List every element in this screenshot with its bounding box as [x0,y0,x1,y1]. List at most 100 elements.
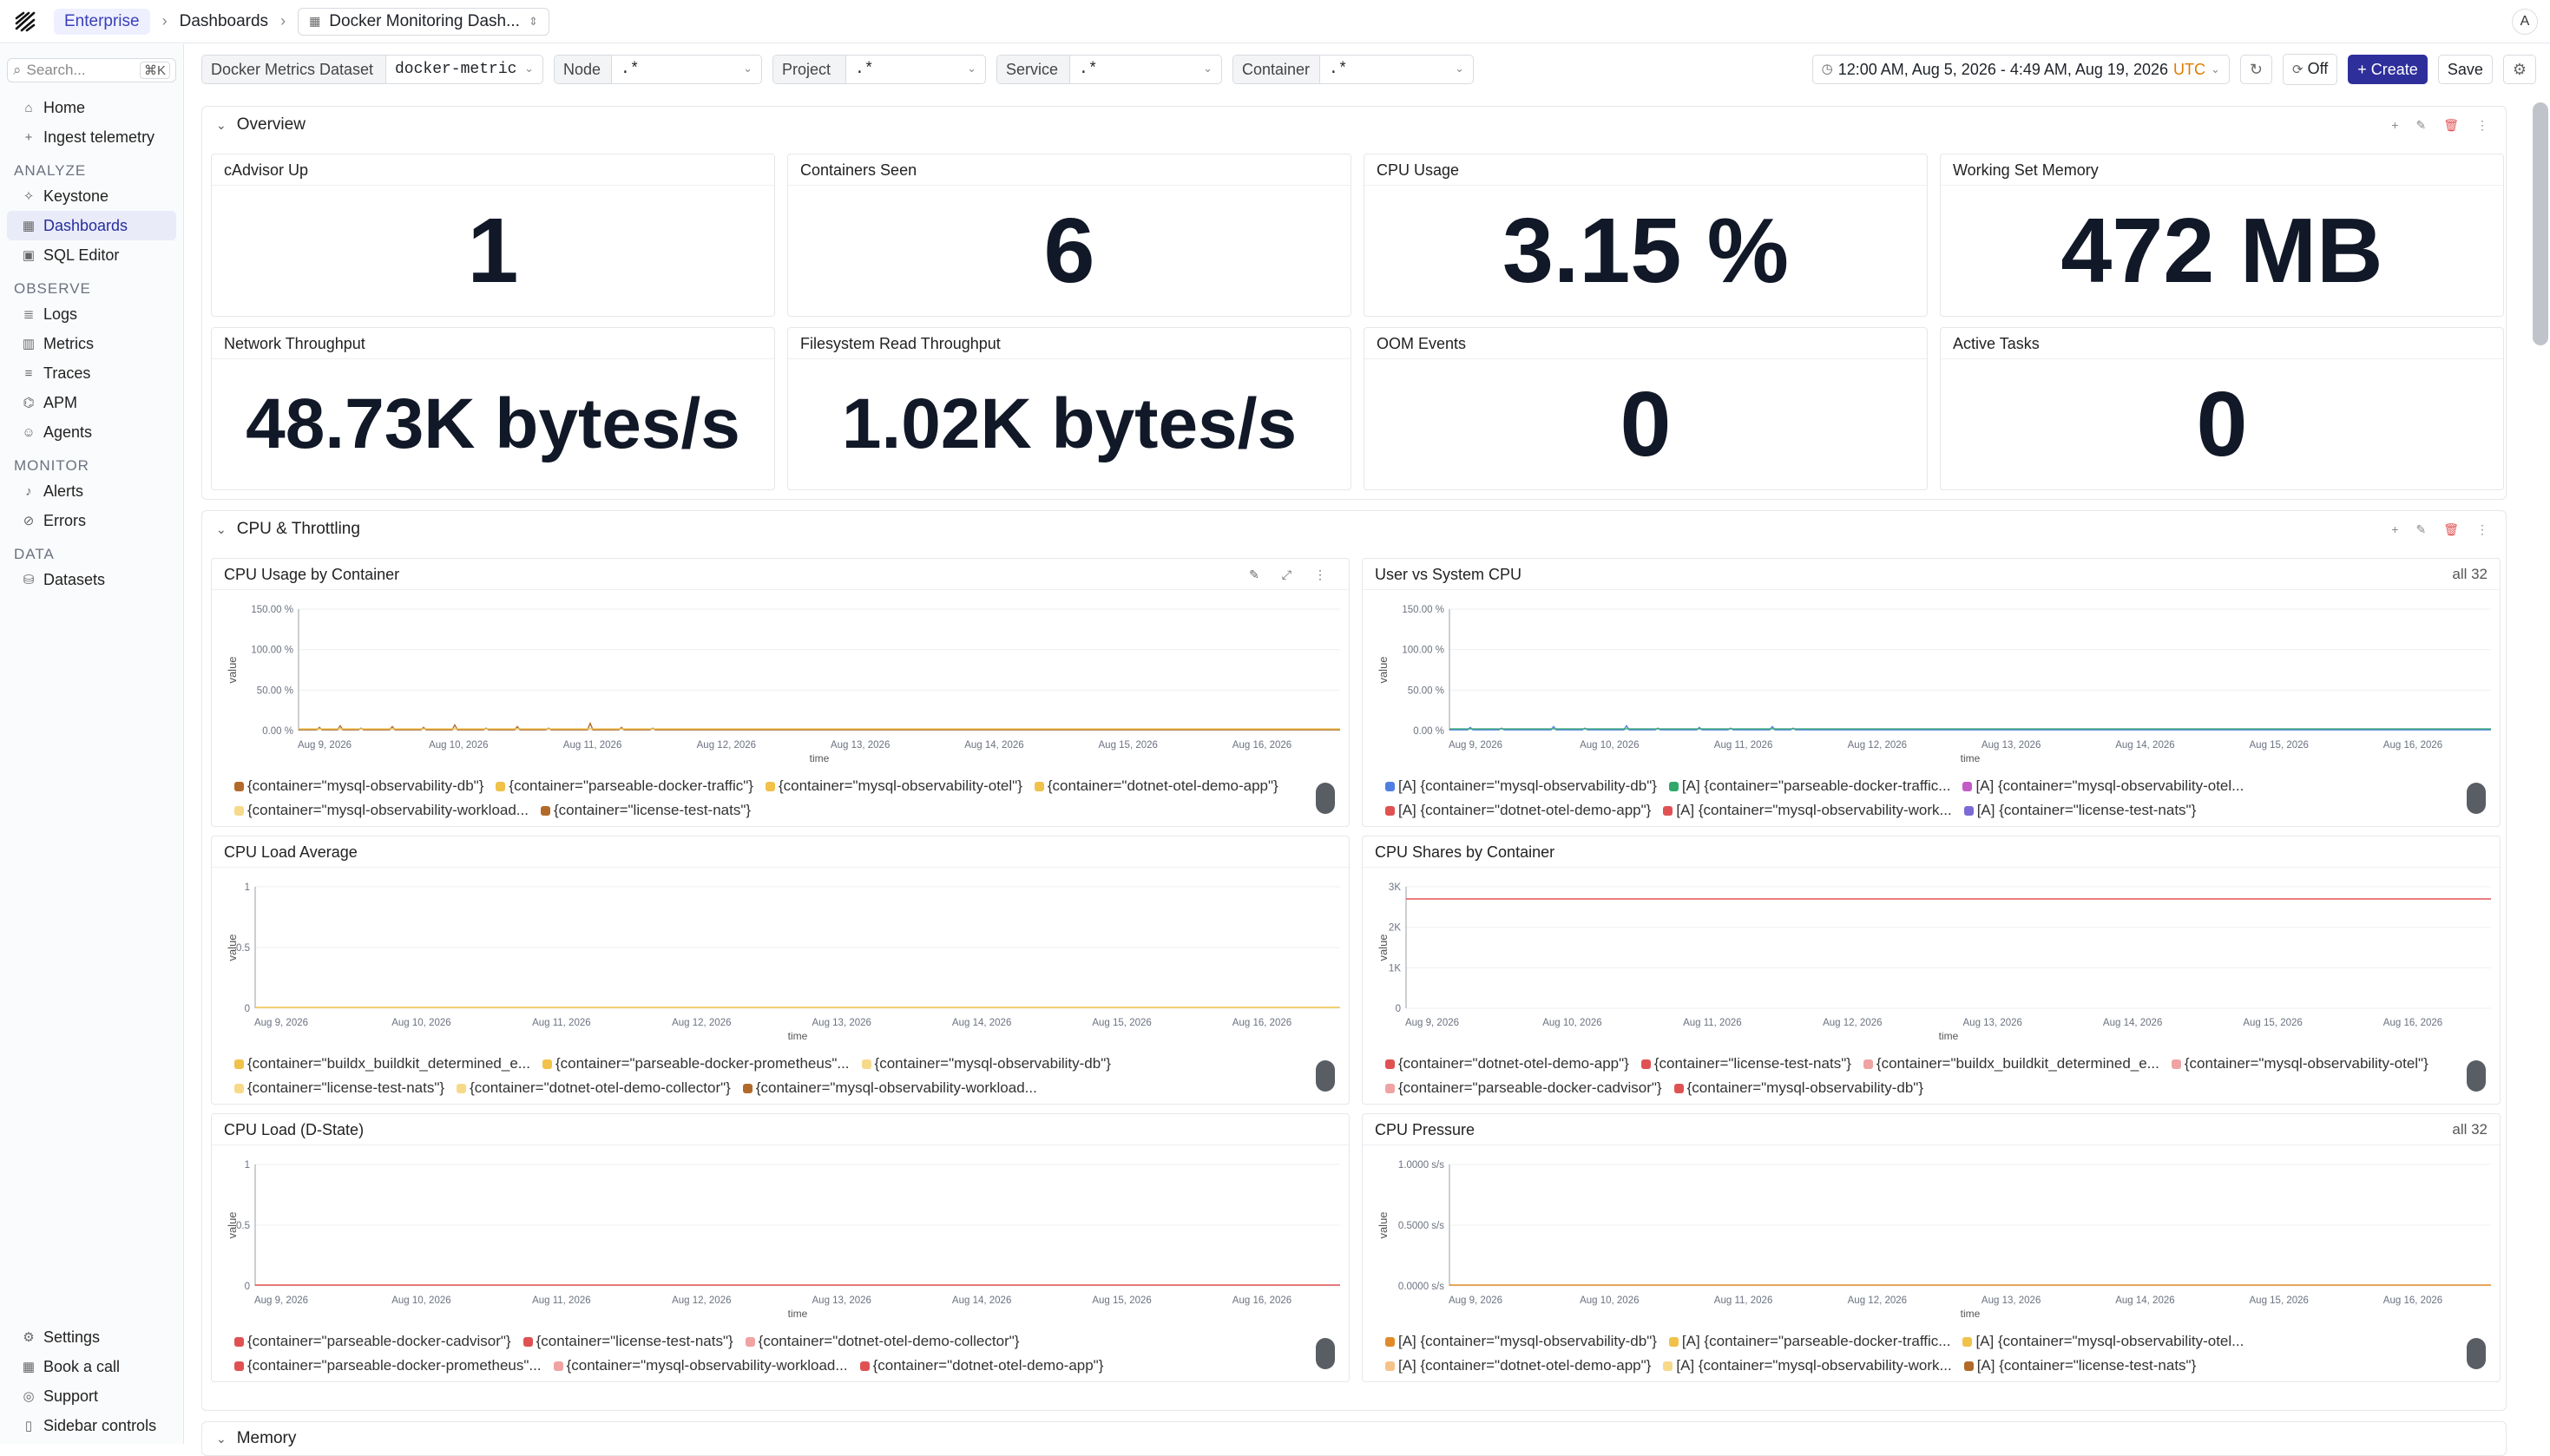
sidebar-item-logs[interactable]: ≣ Logs [7,299,176,329]
filter-service[interactable]: Service .* ⌄ [996,55,1222,84]
avatar[interactable]: A [2512,9,2538,35]
legend-item[interactable]: {container="dotnet-otel-demo-collector"} [457,1076,731,1099]
logo-icon[interactable] [14,10,36,33]
expand-icon[interactable]: ⤢ [1281,567,1291,581]
more-icon[interactable]: ⋮ [1314,567,1326,581]
chart-panel[interactable]: CPU Load Average value 1 0.5 0 Aug 9, 2026 Aug… [211,836,1350,1105]
legend-item[interactable]: [A] {container="dotnet-otel-demo-app"} [1385,1354,1651,1376]
filter-value[interactable]: .* ⌄ [846,56,985,83]
sidebar-item-support[interactable]: ◎ Support [7,1381,177,1411]
legend-item[interactable]: {container="mysql-observability-otel"} [2171,1052,2428,1076]
series-count[interactable]: all 32 [2452,566,2488,582]
legend-scrollbar[interactable] [1316,1060,1335,1092]
drag-handle-icon[interactable]: ⋮ [2476,117,2488,132]
legend-item[interactable]: [A] {container="mysql-observability-db"} [1385,1329,1657,1354]
sidebar-item-keystone[interactable]: ✧ Keystone [7,181,176,211]
sidebar-item-ingest-telemetry[interactable]: + Ingest telemetry [7,122,176,152]
legend-item[interactable]: [A] {container="parseable-docker-traffic… [1668,1329,1950,1354]
legend-item[interactable]: {container="mysql-observability-otel"} [765,774,1022,798]
legend-item[interactable]: {container="license-test-nats"} [540,798,751,821]
legend-item[interactable]: {container="mysql-observability-workload… [553,1354,848,1376]
legend-item[interactable]: {container="buildx_buildkit_determined_e… [234,1052,530,1076]
sidebar-item-book-a-call[interactable]: ▦ Book a call [7,1352,177,1381]
legend-item[interactable]: [A] {container="mysql-observability-work… [1663,1354,1952,1376]
legend-item[interactable]: {container="license-test-nats"} [234,1076,444,1099]
breadcrumb-enterprise[interactable]: Enterprise [54,8,150,35]
sidebar-item-datasets[interactable]: ⛁ Datasets [7,565,176,594]
legend-item[interactable]: {container="mysql-observability-db"} [234,774,483,798]
legend-scrollbar[interactable] [2467,1338,2486,1369]
sidebar-item-apm[interactable]: ⌬ APM [7,388,176,417]
page-scrollbar[interactable] [2533,102,2548,345]
filter-value[interactable]: .* ⌄ [1320,56,1473,83]
filter-docker-metrics-dataset[interactable]: Docker Metrics Dataset docker-metric ⌄ [201,55,543,84]
legend-item[interactable]: {container="parseable-docker-traffic"} [496,774,753,798]
legend-item[interactable]: {container="dotnet-otel-demo-app"} [859,1354,1103,1376]
settings-button[interactable]: ⚙ [2502,55,2536,84]
legend-scrollbar[interactable] [2467,1060,2486,1092]
sidebar-item-alerts[interactable]: ♪ Alerts [7,476,176,506]
stat-tile[interactable]: CPU Usage 3.15 % [1364,154,1928,317]
stat-tile[interactable]: OOM Events 0 [1364,327,1928,490]
filter-project[interactable]: Project .* ⌄ [772,55,986,84]
legend-item[interactable]: {container="mysql-observability-workload… [742,1076,1037,1099]
sidebar-item-traces[interactable]: ≡ Traces [7,358,176,388]
save-button[interactable]: Save [2437,55,2493,84]
delete-icon[interactable]: 🗑 [2443,117,2459,132]
filter-value[interactable]: docker-metric ⌄ [386,56,542,83]
chevron-down-icon[interactable]: ⌄ [216,117,227,132]
section-header[interactable]: ⌄ CPU & Throttling + ✎ 🗑 ⋮ [202,511,2506,548]
sidebar-item-sidebar-controls[interactable]: ▯ Sidebar controls [7,1411,177,1440]
sidebar-item-dashboards[interactable]: ▦ Dashboards [7,211,176,240]
legend-item[interactable]: [A] {container="mysql-observability-otel… [1962,774,2244,798]
stat-tile[interactable]: cAdvisor Up 1 [211,154,775,317]
edit-icon[interactable]: ✎ [2415,521,2427,536]
legend-item[interactable]: {container="parseable-docker-cadvisor"} [1385,1076,1662,1099]
chart-panel[interactable]: CPU Shares by Container value 3K 2K 1K 0 Aug 9… [1362,836,2501,1105]
stat-tile[interactable]: Containers Seen 6 [787,154,1351,317]
drag-handle-icon[interactable]: ⋮ [2476,521,2488,536]
legend-item[interactable]: {container="dotnet-otel-demo-collector"} [745,1329,1019,1354]
legend-item[interactable]: {container="dotnet-otel-demo-app"} [1034,774,1278,798]
legend-item[interactable]: {container="license-test-nats"} [1640,1052,1851,1076]
edit-icon[interactable]: ✎ [2415,117,2427,132]
legend-item[interactable]: [A] {container="mysql-observability-db"} [1385,774,1657,798]
stat-tile[interactable]: Network Throughput 48.73K bytes/s [211,327,775,490]
legend-item[interactable]: {container="license-test-nats"} [522,1329,733,1354]
sidebar-item-settings[interactable]: ⚙ Settings [7,1322,177,1352]
legend-scrollbar[interactable] [1316,1338,1335,1369]
sidebar-item-metrics[interactable]: ▥ Metrics [7,329,176,358]
sidebar-item-agents[interactable]: ☺ Agents [7,417,176,447]
legend-item[interactable]: {container="parseable-docker-cadvisor"} [234,1329,511,1354]
add-panel-icon[interactable]: + [2391,117,2399,132]
chart-panel[interactable]: CPU Pressure all 32 value 1.0000 s/s 0.5000 … [1362,1113,2501,1382]
chevron-down-icon[interactable]: ⌄ [216,1431,227,1446]
legend-scrollbar[interactable] [2467,783,2486,814]
section-header[interactable]: ⌄ Memory [202,1422,2506,1455]
series-line[interactable] [299,721,1340,731]
chart-panel[interactable]: CPU Load (D-State) value 1 0.5 0 Aug 9, 2026 A… [211,1113,1350,1382]
section-header[interactable]: ⌄ Overview + ✎ 🗑 ⋮ [202,107,2506,143]
legend-item[interactable]: {container="mysql-observability-db"} [861,1052,1111,1076]
filter-value[interactable]: .* ⌄ [612,56,761,83]
chevron-down-icon[interactable]: ⌄ [216,521,227,536]
chart-panel[interactable]: CPU Usage by Container ✎ ⤢ ⋮ value 150.00 % 10… [211,558,1350,827]
auto-refresh-toggle[interactable]: ⟳ Off [2283,54,2338,85]
dashboard-selector[interactable]: ▦ Docker Monitoring Dash... ⇕ [298,7,549,36]
delete-icon[interactable]: 🗑 [2443,521,2459,536]
legend-item[interactable]: [A] {container="license-test-nats"} [1963,1354,2196,1376]
stat-tile[interactable]: Active Tasks 0 [1940,327,2504,490]
chart-panel[interactable]: User vs System CPU all 32 value 150.00 % 100… [1362,558,2501,827]
search-input[interactable]: ⌕ Search... ⌘K [7,58,176,82]
sidebar-item-sql-editor[interactable]: ▣ SQL Editor [7,240,176,270]
legend-item[interactable]: [A] {container="parseable-docker-traffic… [1668,774,1950,798]
filter-node[interactable]: Node .* ⌄ [554,55,762,84]
legend-item[interactable]: {container="dotnet-otel-demo-app"} [1385,1052,1629,1076]
breadcrumb-dashboards[interactable]: Dashboards [179,11,269,30]
series-count[interactable]: all 32 [2452,1121,2488,1138]
legend-item[interactable]: {container="parseable-docker-prometheus"… [234,1354,542,1376]
filter-value[interactable]: .* ⌄ [1070,56,1221,83]
legend-item[interactable]: {container="parseable-docker-prometheus"… [542,1052,850,1076]
legend-item[interactable]: [A] {container="mysql-observability-work… [1663,798,1952,821]
legend-item[interactable]: {container="mysql-observability-workload… [234,798,529,821]
